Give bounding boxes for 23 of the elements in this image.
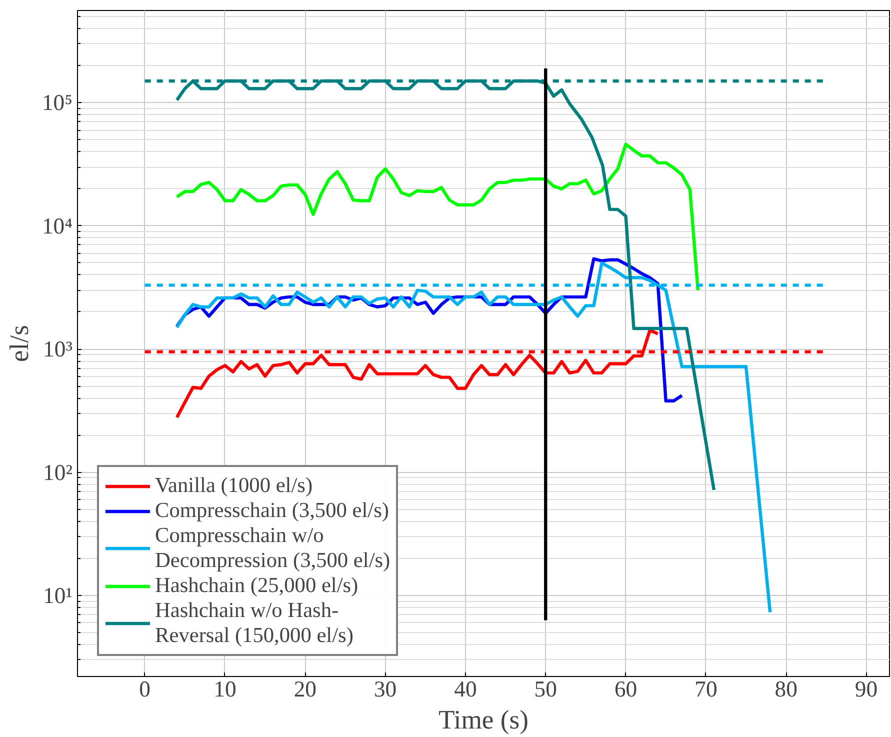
x-tick-label: 10 (214, 676, 236, 702)
y-tick-label: 10³ (43, 336, 73, 362)
line-series (175, 142, 700, 292)
legend-label: Hashchain (25,000 el/s) (155, 573, 358, 598)
y-tick-label: 10⁴ (42, 213, 73, 238)
y-axis-title: el/s (4, 324, 34, 362)
x-tick-label: 50 (534, 676, 557, 702)
x-tick-label: 0 (139, 676, 150, 702)
x-tick-label: 30 (374, 676, 397, 702)
y-tick-label: 10⁵ (42, 90, 73, 116)
legend-label: Vanilla (1000 el/s) (155, 473, 313, 498)
x-tick-label: 80 (774, 676, 798, 702)
y-tick-label: 10² (43, 460, 73, 485)
x-tick-label: 20 (294, 676, 316, 702)
legend-label: Compresschain (3,500 el/s) (155, 498, 389, 523)
legend-label: Compresschain w/o Decompression (3,500 el/s) (155, 523, 390, 573)
x-tick-label: 90 (854, 676, 878, 702)
legend-label: Hashchain w/o Hash-Reversal (150,000 el/s) (155, 598, 354, 648)
x-tick-label: 60 (614, 676, 638, 702)
y-tick-label: 10¹ (43, 582, 73, 608)
x-axis-title: Time (s) (438, 704, 529, 734)
x-tick-label: 70 (694, 676, 718, 702)
x-tick-label: 40 (454, 676, 477, 702)
